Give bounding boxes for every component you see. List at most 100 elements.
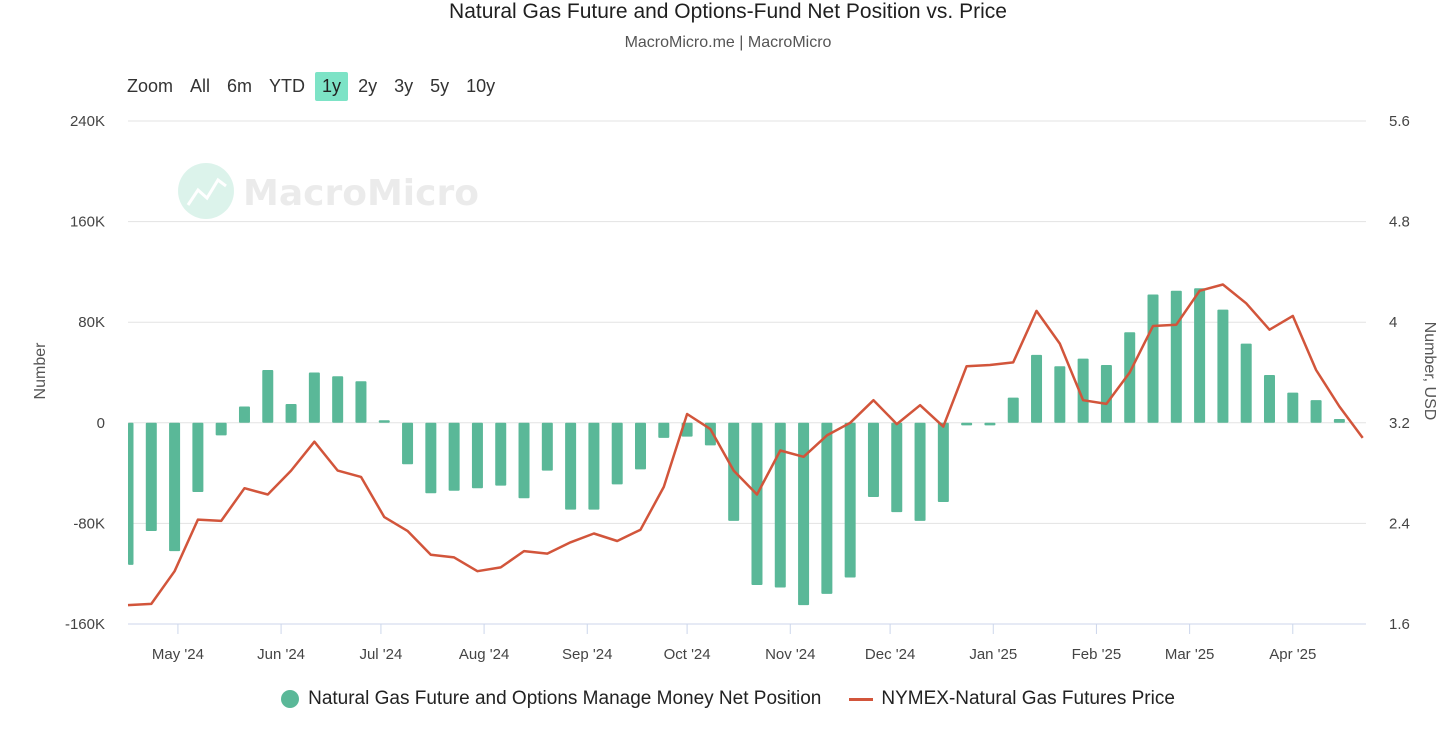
bar: [495, 422, 507, 486]
range-selector: Zoom All 6m YTD 1y 2y 3y 5y 10y: [120, 70, 505, 102]
bar: [821, 422, 833, 594]
bar: [215, 422, 227, 436]
bar: [635, 422, 647, 470]
bar: [1054, 366, 1066, 423]
y-right-tick-label: 2.4: [1389, 515, 1410, 532]
bar: [169, 422, 181, 552]
y-axis-right-label: Number, USD: [1421, 322, 1438, 421]
x-tick-label: May '24: [152, 646, 204, 663]
bar: [1007, 397, 1019, 423]
bar: [774, 422, 786, 588]
bar: [1287, 392, 1299, 423]
bar: [308, 372, 320, 423]
chart-title: Natural Gas Future and Options-Fund Net …: [449, 0, 1007, 23]
x-tick-label: Sep '24: [562, 646, 612, 663]
bar: [658, 422, 670, 438]
bar: [984, 422, 996, 426]
bar: [238, 406, 250, 423]
x-tick-label: Oct '24: [664, 646, 711, 663]
bar: [145, 422, 157, 531]
y-left-tick-label: 0: [97, 415, 105, 432]
y-right-tick-label: 5.6: [1389, 113, 1410, 130]
bar: [192, 422, 204, 492]
watermark-logo-line: [186, 177, 227, 206]
y-left-tick-label: 160K: [70, 214, 105, 231]
range-button-6m[interactable]: 6m: [227, 75, 253, 96]
x-tick-label: Nov '24: [765, 646, 815, 663]
bar: [867, 422, 879, 497]
bar: [1077, 358, 1089, 423]
range-button-3y[interactable]: 3y: [394, 75, 414, 96]
bar: [961, 422, 973, 426]
y-left-tick-label: 240K: [70, 113, 105, 130]
bar: [541, 422, 553, 471]
chart-subtitle: MacroMicro.me | MacroMicro: [624, 34, 832, 51]
price-line: [127, 283, 1364, 607]
y-right-tick-label: 1.6: [1389, 616, 1410, 633]
y-right-tick-label: 4.8: [1389, 214, 1410, 231]
bar: [844, 422, 856, 578]
legend-line-icon: [849, 697, 874, 701]
grid-lines: [128, 120, 1366, 625]
legend-dot-icon: [281, 690, 300, 708]
x-axis: May '24 Jun '24 Jul '24 Aug '24 Sep '24 Oct '…: [128, 623, 1366, 663]
bar: [448, 422, 460, 491]
y-left-tick-label: -80K: [73, 515, 105, 532]
x-tick-label: Apr '25: [1269, 646, 1316, 663]
bar: [1124, 332, 1136, 423]
range-button-1y[interactable]: 1y: [315, 71, 349, 101]
bar: [798, 422, 810, 606]
bar: [471, 422, 483, 489]
bar: [1170, 290, 1182, 423]
bar: [1031, 354, 1043, 423]
legend-item-price[interactable]: NYMEX-Natural Gas Futures Price: [849, 688, 1175, 710]
bar: [611, 422, 623, 485]
legend-label-price: NYMEX-Natural Gas Futures Price: [881, 688, 1175, 709]
x-tick-label: Feb '25: [1072, 646, 1122, 663]
range-button-2y[interactable]: 2y: [358, 75, 378, 96]
bar: [1147, 294, 1159, 423]
x-tick-label: Dec '24: [865, 646, 915, 663]
bar: [914, 422, 926, 521]
x-tick-label: Jun '24: [257, 646, 305, 663]
bar: [1263, 375, 1275, 423]
x-tick-label: Aug '24: [459, 646, 509, 663]
bar: [128, 422, 134, 565]
bar: [425, 422, 437, 494]
bar: [518, 422, 530, 499]
bar: [588, 422, 600, 510]
bar: [937, 422, 949, 503]
y-axis-right: 5.6 4.8 4 3.2 2.4 1.6: [1389, 113, 1410, 633]
x-tick-label: Mar '25: [1165, 646, 1215, 663]
bar: [565, 422, 577, 510]
y-right-tick-label: 3.2: [1389, 415, 1410, 432]
bar: [1217, 309, 1229, 423]
watermark: MacroMicro: [178, 163, 479, 219]
bar: [751, 422, 763, 586]
x-tick-label: Jan '25: [969, 646, 1017, 663]
range-button-10y[interactable]: 10y: [466, 75, 496, 96]
bar: [1240, 343, 1252, 423]
bar: [355, 381, 367, 423]
range-button-ytd[interactable]: YTD: [269, 75, 306, 96]
bar: [891, 422, 903, 513]
y-right-tick-label: 4: [1389, 314, 1397, 331]
range-button-all[interactable]: All: [190, 75, 211, 96]
bar: [1333, 419, 1345, 423]
bar: [378, 420, 390, 423]
legend-item-net-position[interactable]: Natural Gas Future and Options Manage Mo…: [281, 688, 821, 710]
bar: [332, 376, 344, 423]
bar: [1100, 364, 1112, 423]
legend-label-net-position: Natural Gas Future and Options Manage Mo…: [308, 688, 822, 709]
y-left-tick-label: -160K: [65, 616, 105, 633]
bar: [262, 369, 274, 423]
macromicro-logo-icon: [178, 163, 234, 219]
bar: [402, 422, 414, 465]
y-axis-left: 240K 160K 80K 0 -80K -160K: [65, 113, 105, 633]
range-button-5y[interactable]: 5y: [430, 75, 450, 96]
bar: [285, 403, 297, 423]
bar-series: [128, 288, 1345, 606]
line-series: [127, 283, 1364, 607]
legend: Natural Gas Future and Options Manage Mo…: [0, 688, 1456, 710]
